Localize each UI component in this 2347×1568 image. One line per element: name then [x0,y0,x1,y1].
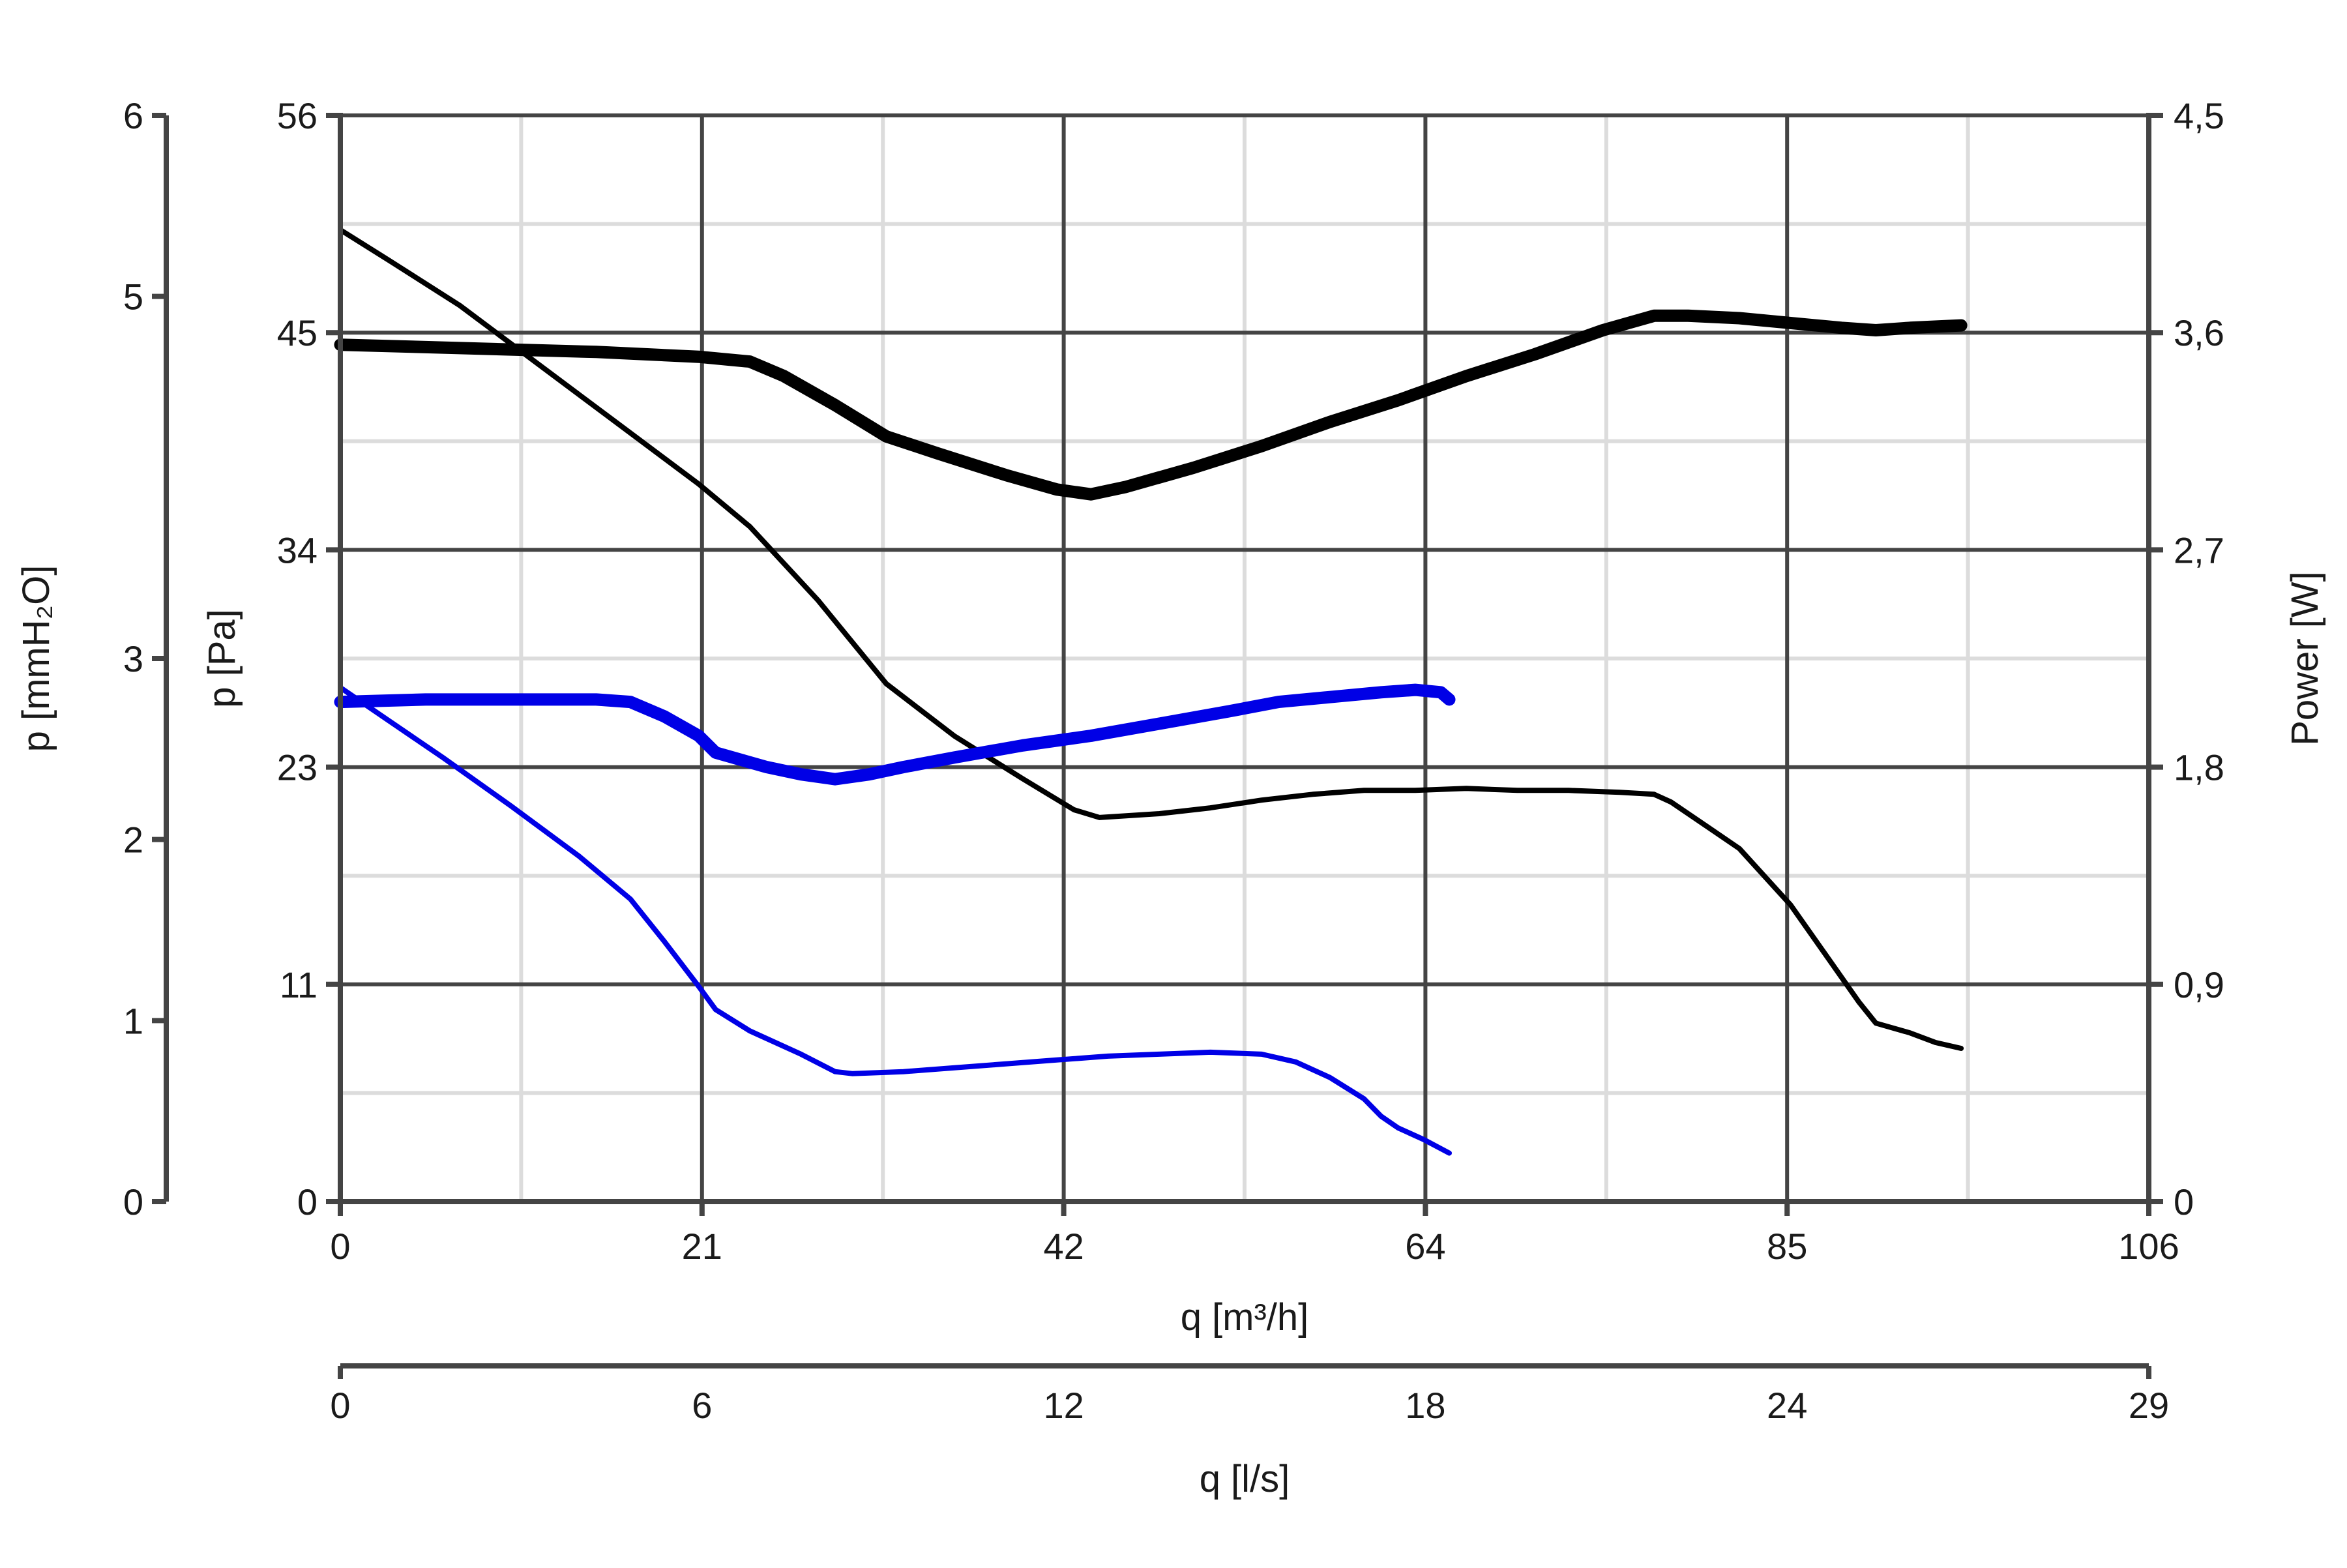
right-y-tick-label: 0 [2174,1181,2194,1222]
left-y-tick-label: 11 [280,964,317,1005]
secondary-x-tick-label: 24 [1767,1385,1807,1426]
outer-y-tick-label: 5 [123,276,143,318]
secondary-x-tick-label: 12 [1043,1385,1084,1426]
outer-y-tick-label: 6 [123,95,143,136]
x-tick-label: 42 [1043,1226,1084,1267]
right-y-axis-title: Power [W] [2284,571,2326,746]
x-tick-label: 106 [2118,1226,2179,1267]
outer-y-tick-label: 1 [123,1000,143,1041]
right-y-tick-label: 1,8 [2174,747,2224,788]
left-y-tick-label: 45 [277,312,317,353]
x-tick-label: 0 [330,1226,350,1267]
left-y-tick-label: 34 [277,529,317,570]
left-y-tick-label: 56 [277,95,317,136]
pressure-curve-black-1 [338,227,1964,1051]
power-curve-black-3 [334,309,1968,501]
right-y-tick-label: 3,6 [2174,312,2224,353]
secondary-x-tick-label: 6 [692,1385,712,1426]
left-y-tick-label: 23 [277,747,317,788]
x-tick-label: 64 [1405,1226,1445,1267]
curves [334,227,1968,1156]
right-y-tick-label: 4,5 [2174,95,2224,136]
secondary-x-axis-title: q [l/s] [1200,1458,1290,1500]
secondary-x-tick-label: 0 [330,1385,350,1426]
x-axis-title: q [m³/h] [1181,1296,1309,1339]
minor-grid [340,115,2149,1202]
power-curve-blue-4 [334,683,1456,786]
outer-y-tick-label: 2 [123,820,143,861]
outer-y-tick-label: 3 [123,638,143,679]
left-y-axis-title: p [Pa] [201,609,243,708]
secondary-x-tick-label: 29 [2129,1385,2169,1426]
left-y-tick-label: 0 [297,1181,317,1222]
x-tick-label: 85 [1767,1226,1807,1267]
secondary-x-tick-label: 18 [1405,1385,1445,1426]
x-tick-label: 21 [682,1226,722,1267]
outer-y-axis-title: p [mmH₂O] [15,565,57,752]
axes [152,113,2163,1379]
right-y-tick-label: 2,7 [2174,529,2224,570]
major-grid [340,113,2149,1202]
right-y-tick-label: 0,9 [2174,964,2224,1005]
outer-y-tick-label: 0 [123,1181,143,1222]
pressure-curve-blue-2 [338,685,1452,1156]
